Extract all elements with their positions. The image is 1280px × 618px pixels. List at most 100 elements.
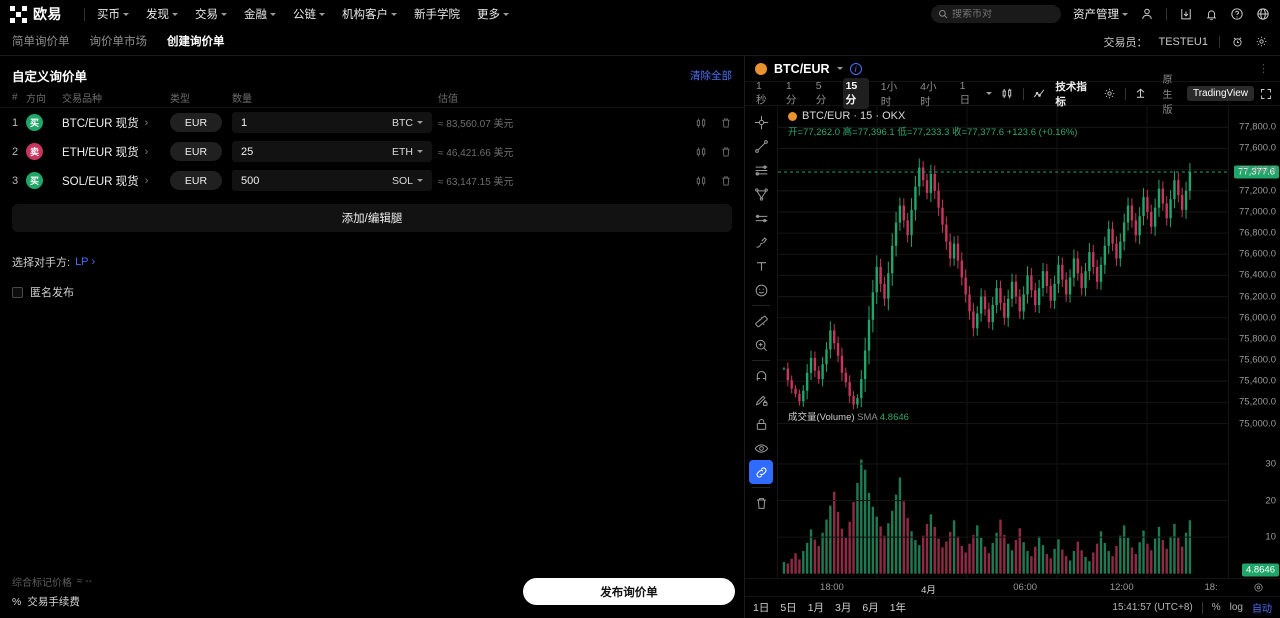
nav-item-trade[interactable]: 交易 — [195, 6, 227, 22]
compare-icon[interactable] — [1134, 87, 1147, 100]
download-icon[interactable] — [1179, 7, 1193, 21]
help-icon[interactable] — [1230, 7, 1244, 21]
ruler-icon[interactable] — [749, 309, 773, 333]
nav-item-more[interactable]: 更多 — [477, 6, 509, 22]
publish-rfq-button[interactable]: 发布询价单 — [523, 578, 735, 605]
unit-selector[interactable]: ETH — [392, 146, 423, 158]
indicator-chart-icon[interactable] — [1033, 87, 1046, 100]
bell-icon[interactable] — [1205, 8, 1218, 21]
okx-logo[interactable]: 欧易 — [10, 4, 62, 24]
candlestick-icon[interactable] — [695, 146, 707, 158]
view-mode-tradingview[interactable]: TradingView — [1186, 86, 1254, 101]
chevron-down-icon[interactable] — [986, 92, 993, 95]
gear-icon[interactable] — [1103, 87, 1116, 100]
magnet-icon[interactable] — [749, 364, 773, 388]
delete-icon[interactable] — [720, 146, 732, 158]
volume-tick: 20 — [1265, 495, 1276, 506]
eye-icon[interactable] — [749, 436, 773, 460]
range-1y[interactable]: 1年 — [889, 602, 907, 614]
tab-simple-rfq[interactable]: 简单询价单 — [12, 33, 70, 50]
search-box[interactable] — [931, 5, 1061, 23]
range-3mo[interactable]: 3月 — [835, 602, 852, 614]
indicators-button[interactable]: 技术指标 — [1055, 80, 1087, 108]
log-scale-toggle[interactable]: log — [1229, 602, 1243, 613]
channel-icon[interactable] — [749, 206, 773, 230]
percent-scale-toggle[interactable]: % — [1211, 602, 1221, 613]
nav-item-buy-crypto[interactable]: 买币 — [97, 6, 129, 22]
emoji-icon[interactable] — [749, 278, 773, 302]
tab-create-rfq[interactable]: 创建询价单 — [167, 33, 225, 50]
price-axis[interactable]: 77,377.6 4.8646 77,800.0 77,600.0 77,400.0… — [1228, 106, 1280, 578]
trash-icon[interactable] — [749, 491, 773, 515]
pencil-lock-icon[interactable] — [749, 388, 773, 412]
instrument-selector[interactable]: ETH/EUR 现货 › — [62, 144, 170, 160]
alarm-icon[interactable] — [1231, 35, 1244, 48]
auto-scale-toggle[interactable]: 自动 — [1252, 604, 1272, 615]
candlestick-icon[interactable] — [695, 117, 707, 129]
side-badge[interactable]: 买 — [26, 114, 43, 131]
crosshair-icon[interactable] — [749, 110, 773, 134]
delete-icon[interactable] — [720, 175, 732, 187]
timeframe-1d[interactable]: 1日 — [959, 80, 971, 106]
table-row: 1 买 BTC/EUR 现货 › EUR 1 BTC — [0, 108, 744, 137]
range-5d[interactable]: 5日 — [780, 602, 797, 614]
link-icon[interactable] — [749, 460, 773, 484]
row-actions — [678, 117, 732, 129]
timeframe-5m[interactable]: 5分 — [815, 80, 827, 106]
timeframe-15m[interactable]: 15分 — [842, 78, 869, 109]
text-icon[interactable] — [749, 254, 773, 278]
counterparty-selector[interactable]: LP › — [75, 256, 95, 268]
gear-icon[interactable] — [1255, 35, 1268, 48]
type-pill[interactable]: EUR — [170, 142, 222, 161]
candlestick-icon[interactable] — [695, 175, 707, 187]
timeframe-1h[interactable]: 1小时 — [880, 80, 898, 108]
timeframe-1s[interactable]: 1秒 — [756, 80, 767, 106]
quantity-input[interactable]: 1 BTC — [232, 112, 432, 133]
timeframe-1m[interactable]: 1分 — [785, 80, 797, 106]
time-axis[interactable]: 18:00 4月 06:00 12:00 18: — [745, 578, 1280, 596]
range-6mo[interactable]: 6月 — [862, 602, 879, 614]
pitchfork-icon[interactable] — [749, 182, 773, 206]
search-input[interactable] — [952, 8, 1054, 20]
clear-all-button[interactable]: 清除全部 — [690, 69, 732, 82]
quantity-input[interactable]: 25 ETH — [232, 141, 432, 162]
chart-plot-area[interactable]: BTC/EUR · 15 · OKX 开=77,262.0 高=77,396.1… — [778, 106, 1228, 578]
candlestick-type-icon[interactable] — [1001, 87, 1014, 100]
tab-rfq-market[interactable]: 询价单市场 — [90, 33, 148, 50]
chart-body: BTC/EUR · 15 · OKX 开=77,262.0 高=77,396.1… — [745, 106, 1280, 578]
view-mode-native[interactable]: 原生版 — [1162, 75, 1173, 116]
zoom-in-icon[interactable] — [749, 333, 773, 357]
range-1d[interactable]: 1日 — [753, 602, 770, 614]
globe-icon[interactable] — [1256, 7, 1270, 21]
settings-target-icon[interactable] — [1253, 582, 1264, 593]
delete-icon[interactable] — [720, 117, 732, 129]
trend-line-icon[interactable] — [749, 134, 773, 158]
asset-management-menu[interactable]: 资产管理 — [1073, 6, 1128, 22]
nav-item-discover[interactable]: 发现 — [146, 6, 178, 22]
side-badge[interactable]: 买 — [26, 172, 43, 189]
panel-grip-icon[interactable]: ⋮ — [1258, 63, 1270, 75]
add-edit-leg-button[interactable]: 添加/编辑腿 — [12, 204, 732, 232]
anonymous-publish-checkbox[interactable]: 匿名发布 — [12, 284, 732, 300]
unit-selector[interactable]: BTC — [392, 117, 423, 129]
nav-item-academy[interactable]: 新手学院 — [414, 6, 460, 22]
nav-item-finance[interactable]: 金融 — [244, 6, 276, 22]
nav-item-chain[interactable]: 公链 — [293, 6, 325, 22]
instrument-selector[interactable]: SOL/EUR 现货 › — [62, 173, 170, 189]
horizontal-lines-icon[interactable] — [749, 158, 773, 182]
type-pill[interactable]: EUR — [170, 171, 222, 190]
nav-item-institutional[interactable]: 机构客户 — [342, 6, 397, 22]
chevron-down-icon[interactable] — [836, 67, 843, 70]
lock-icon[interactable] — [749, 412, 773, 436]
quantity-input[interactable]: 500 SOL — [232, 170, 432, 191]
fullscreen-icon[interactable] — [1260, 88, 1272, 100]
side-badge[interactable]: 卖 — [26, 143, 43, 160]
timeframe-4h[interactable]: 4小时 — [920, 80, 937, 108]
info-icon[interactable]: i — [849, 62, 862, 75]
user-icon[interactable] — [1140, 7, 1154, 21]
instrument-selector[interactable]: BTC/EUR 现货 › — [62, 115, 170, 131]
brush-icon[interactable] — [749, 230, 773, 254]
range-1mo[interactable]: 1月 — [807, 602, 825, 614]
type-pill[interactable]: EUR — [170, 113, 222, 132]
unit-selector[interactable]: SOL — [392, 175, 423, 187]
